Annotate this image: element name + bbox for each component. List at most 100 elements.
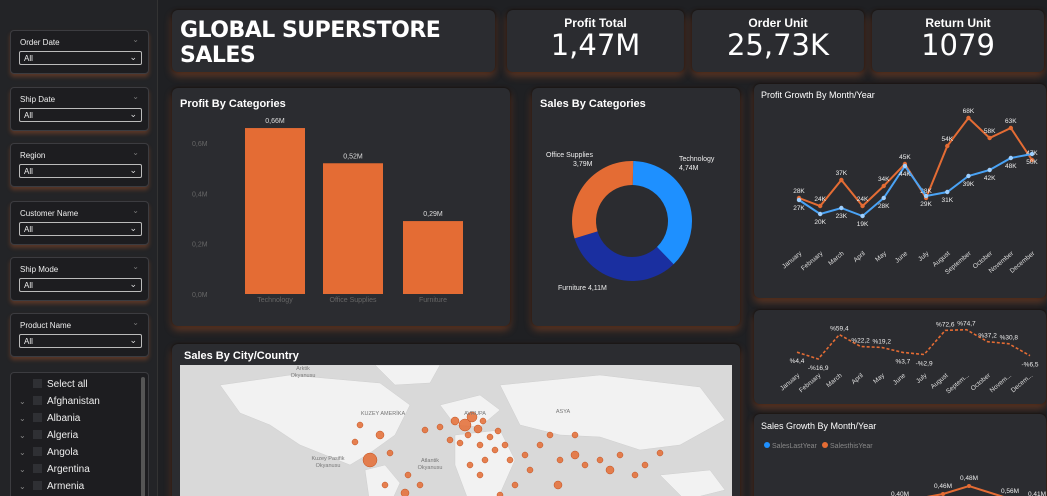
filter-ship-date[interactable]: Ship Date ⌄ All ⌄ bbox=[10, 87, 149, 131]
city-sales-bubble[interactable] bbox=[536, 441, 544, 449]
bar-technology[interactable] bbox=[245, 128, 305, 294]
expand-chevron-icon[interactable]: ⌄ bbox=[19, 482, 26, 491]
data-point[interactable] bbox=[987, 167, 992, 173]
sales-map-panel[interactable]: Sales By City/Country Arktik Okyanusu KUZE… bbox=[172, 344, 740, 496]
data-point[interactable] bbox=[941, 492, 945, 496]
country-item[interactable]: ⌄ Afghanistan bbox=[19, 396, 100, 412]
checkbox[interactable] bbox=[33, 481, 42, 490]
city-sales-bubble[interactable] bbox=[446, 436, 454, 444]
series-line[interactable] bbox=[798, 153, 1033, 218]
sales-growth-panel[interactable]: Sales Growth By Month/Year SalesLastYear… bbox=[754, 414, 1046, 496]
data-point[interactable] bbox=[881, 195, 886, 201]
dropdown-arrow-icon[interactable]: ⌄ bbox=[129, 279, 137, 289]
city-sales-bubble[interactable] bbox=[526, 466, 534, 474]
data-point[interactable] bbox=[817, 211, 823, 217]
city-sales-bubble[interactable] bbox=[570, 450, 580, 460]
city-sales-bubble[interactable] bbox=[404, 471, 412, 479]
slice-office-supplies[interactable] bbox=[572, 161, 634, 239]
data-point[interactable] bbox=[881, 183, 886, 189]
checkbox[interactable] bbox=[33, 447, 42, 456]
city-sales-bubble[interactable] bbox=[456, 439, 464, 447]
filter-select[interactable]: All ⌄ bbox=[19, 222, 142, 236]
city-sales-bubble[interactable] bbox=[436, 423, 444, 431]
data-point[interactable] bbox=[839, 205, 844, 211]
chevron-down-icon[interactable]: ⌄ bbox=[132, 148, 139, 157]
city-sales-bubble[interactable] bbox=[476, 441, 484, 449]
expand-chevron-icon[interactable]: ⌄ bbox=[19, 414, 26, 423]
series-line[interactable] bbox=[798, 116, 1033, 208]
filter-select[interactable]: All ⌄ bbox=[19, 164, 142, 178]
filter-customer-name[interactable]: Customer Name ⌄ All ⌄ bbox=[10, 201, 149, 245]
data-point[interactable] bbox=[1029, 157, 1035, 163]
data-point[interactable] bbox=[987, 135, 992, 141]
city-sales-bubble[interactable] bbox=[605, 465, 615, 475]
city-sales-bubble[interactable] bbox=[556, 456, 564, 464]
city-sales-bubble[interactable] bbox=[381, 481, 389, 489]
city-sales-bubble[interactable] bbox=[571, 431, 579, 439]
bar-office-supplies[interactable] bbox=[323, 163, 383, 294]
city-sales-bubble[interactable] bbox=[356, 421, 364, 429]
city-sales-bubble[interactable] bbox=[596, 456, 604, 464]
city-sales-bubble[interactable] bbox=[656, 449, 664, 457]
city-sales-bubble[interactable] bbox=[486, 433, 494, 441]
profit-by-categories-panel[interactable]: Profit By Categories 0,6M 0,4M 0,2M 0,0M 0,6… bbox=[172, 88, 510, 326]
sales-donut-chart[interactable]: Technology 4,74M Furniture 4,11M Office Sup… bbox=[532, 88, 740, 326]
checkbox[interactable] bbox=[33, 379, 42, 388]
city-sales-bubble[interactable] bbox=[491, 446, 499, 454]
bar-furniture[interactable] bbox=[403, 221, 463, 294]
city-sales-bubble[interactable] bbox=[416, 481, 424, 489]
filter-select[interactable]: All ⌄ bbox=[19, 51, 142, 65]
dropdown-arrow-icon[interactable]: ⌄ bbox=[129, 335, 137, 345]
city-sales-bubble[interactable] bbox=[481, 456, 489, 464]
filter-product-name[interactable]: Product Name ⌄ All ⌄ bbox=[10, 313, 149, 357]
city-sales-bubble[interactable] bbox=[473, 424, 483, 434]
city-sales-bubble[interactable] bbox=[479, 417, 487, 425]
checkbox[interactable] bbox=[33, 413, 42, 422]
data-point[interactable] bbox=[1008, 155, 1014, 161]
profit-bar-chart[interactable]: 0,6M 0,4M 0,2M 0,0M 0,66M Technology 0,52M Offi… bbox=[172, 88, 510, 326]
city-sales-bubble[interactable] bbox=[546, 431, 554, 439]
dropdown-arrow-icon[interactable]: ⌄ bbox=[129, 223, 137, 233]
city-sales-bubble[interactable] bbox=[386, 449, 394, 457]
slice-technology[interactable] bbox=[632, 161, 692, 265]
profit-growth-line-chart[interactable]: 28K24K37K24K34K45K28K54K68K58K63K47K27K2… bbox=[754, 84, 1046, 298]
chevron-down-icon[interactable]: ⌄ bbox=[132, 262, 139, 271]
country-item[interactable]: ⌄ Angola bbox=[19, 447, 78, 463]
dropdown-arrow-icon[interactable]: ⌄ bbox=[129, 52, 137, 62]
series-line[interactable] bbox=[796, 328, 1031, 360]
city-sales-bubble[interactable] bbox=[375, 430, 385, 440]
select-all-item[interactable]: Select all bbox=[19, 379, 88, 395]
data-point[interactable] bbox=[860, 203, 865, 209]
chevron-down-icon[interactable]: ⌄ bbox=[132, 318, 139, 327]
city-sales-bubble[interactable] bbox=[466, 411, 478, 423]
checkbox[interactable] bbox=[33, 396, 42, 405]
city-sales-bubble[interactable] bbox=[521, 451, 529, 459]
profit-growth-percent-chart[interactable]: %4,4-%16,9 %59,4%22,2 %19,2 %3,7 -%2,9 %72,6%… bbox=[754, 310, 1046, 404]
country-item[interactable]: ⌄ Albania bbox=[19, 413, 80, 429]
expand-chevron-icon[interactable]: ⌄ bbox=[19, 448, 26, 457]
slicer-scrollbar[interactable] bbox=[141, 377, 145, 496]
city-sales-bubble[interactable] bbox=[421, 426, 429, 434]
country-item[interactable]: ⌄ Argentina bbox=[19, 464, 90, 480]
city-sales-bubble[interactable] bbox=[511, 481, 519, 489]
sales-by-categories-panel[interactable]: Sales By Categories Technology 4,74M Furni… bbox=[532, 88, 740, 326]
city-sales-bubble[interactable] bbox=[466, 461, 474, 469]
data-point[interactable] bbox=[945, 189, 950, 195]
data-point[interactable] bbox=[923, 193, 929, 199]
checkbox[interactable] bbox=[33, 464, 42, 473]
city-sales-bubble[interactable] bbox=[464, 431, 472, 439]
country-item[interactable]: ⌄ Armenia bbox=[19, 481, 84, 496]
city-sales-bubble[interactable] bbox=[581, 461, 589, 469]
city-sales-bubble[interactable] bbox=[362, 452, 378, 468]
expand-chevron-icon[interactable]: ⌄ bbox=[19, 465, 26, 474]
dropdown-arrow-icon[interactable]: ⌄ bbox=[129, 109, 137, 119]
city-sales-bubble[interactable] bbox=[450, 416, 460, 426]
data-point[interactable] bbox=[966, 115, 971, 121]
data-point[interactable] bbox=[1008, 125, 1014, 131]
city-sales-bubble[interactable] bbox=[553, 480, 563, 490]
city-sales-bubble[interactable] bbox=[501, 441, 509, 449]
filter-order-date[interactable]: Order Date ⌄ All ⌄ bbox=[10, 30, 149, 74]
data-point[interactable] bbox=[967, 484, 971, 488]
expand-chevron-icon[interactable]: ⌄ bbox=[19, 431, 26, 440]
profit-growth-percent-panel[interactable]: %4,4 -%16,9 %59,4 %22,2 %19,2 %3,7 -%2,9 %72,6%… bbox=[754, 310, 1046, 404]
